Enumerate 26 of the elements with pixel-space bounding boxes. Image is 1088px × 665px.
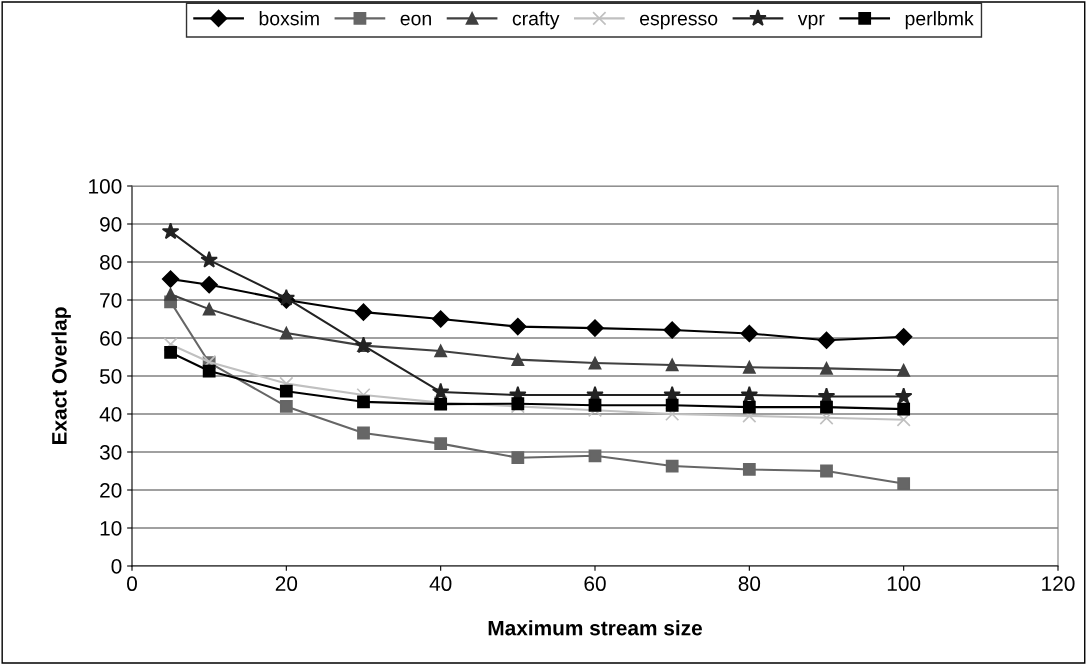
x-tick-label: 100 xyxy=(887,576,921,592)
x-tick-label: 40 xyxy=(429,576,452,592)
legend-label: crafty xyxy=(512,11,560,30)
x-tick-label: 120 xyxy=(1042,576,1075,592)
legend-label: eon xyxy=(400,14,431,26)
y-tick-label: 100 xyxy=(89,179,122,194)
legend-label: boxsim xyxy=(259,11,319,26)
y-tick-label: 60 xyxy=(100,331,122,346)
x-axis-title: Maximum stream size xyxy=(488,620,702,636)
x-tick-label: 0 xyxy=(127,576,137,592)
y-tick-label: 0 xyxy=(111,559,122,574)
y-tick-label: 40 xyxy=(99,407,122,422)
y-tick-label: 30 xyxy=(99,445,122,460)
legend-label: perlbmk xyxy=(905,11,974,30)
y-tick-label: 90 xyxy=(100,217,122,232)
y-tick-label: 10 xyxy=(100,521,122,536)
legend-label: espresso xyxy=(640,14,718,30)
y-tick-label: 20 xyxy=(100,483,122,498)
y-axis-title: Exact Overlap xyxy=(51,307,71,445)
y-tick-label: 80 xyxy=(100,255,122,270)
x-tick-label: 20 xyxy=(275,576,298,592)
x-tick-label: 60 xyxy=(584,576,606,592)
legend-label: vpr xyxy=(797,14,825,30)
y-tick-label: 50 xyxy=(99,369,122,384)
y-tick-label: 70 xyxy=(100,293,122,308)
x-tick-label: 80 xyxy=(738,576,761,592)
